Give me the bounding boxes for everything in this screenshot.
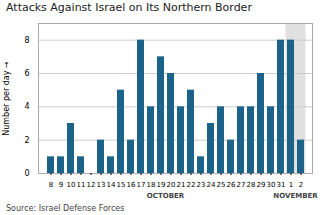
svg-text:2: 2 bbox=[24, 136, 29, 145]
html-text:Attacks Against Israel on Its: Attacks Against Israel on Its Northern B… bbox=[6, 1, 252, 14]
svg-text:25: 25 bbox=[217, 181, 226, 189]
svg-text:16: 16 bbox=[127, 181, 136, 189]
svg-text:8: 8 bbox=[49, 181, 53, 189]
svg-text:Number per day →: Number per day → bbox=[2, 61, 11, 136]
svg-text:2: 2 bbox=[299, 181, 303, 189]
svg-text:4: 4 bbox=[24, 102, 29, 111]
svg-text:21: 21 bbox=[177, 181, 186, 189]
svg-text:12: 12 bbox=[87, 181, 96, 189]
svg-text:31: 31 bbox=[277, 181, 286, 189]
svg-text:1: 1 bbox=[289, 181, 293, 189]
svg-text:6: 6 bbox=[24, 69, 29, 78]
svg-text:8: 8 bbox=[24, 36, 29, 45]
svg-text:13: 13 bbox=[97, 181, 106, 189]
svg-text:30: 30 bbox=[267, 181, 276, 189]
svg-text:27: 27 bbox=[237, 181, 246, 189]
svg-text:10: 10 bbox=[67, 181, 76, 189]
svg-text:26: 26 bbox=[227, 181, 236, 189]
svg-text:14: 14 bbox=[107, 181, 116, 189]
svg-text:28: 28 bbox=[247, 181, 256, 189]
svg-text:NOVEMBER: NOVEMBER bbox=[273, 192, 318, 200]
svg-text:17: 17 bbox=[137, 181, 146, 189]
svg-text:23: 23 bbox=[197, 181, 206, 189]
svg-text:22: 22 bbox=[187, 181, 196, 189]
svg-text:24: 24 bbox=[207, 181, 216, 189]
svg-text:0: 0 bbox=[24, 169, 29, 178]
svg-text:15: 15 bbox=[117, 181, 126, 189]
svg-text:11: 11 bbox=[77, 181, 86, 189]
svg-text:OCTOBER: OCTOBER bbox=[147, 192, 185, 200]
svg-text:29: 29 bbox=[257, 181, 266, 189]
svg-text:20: 20 bbox=[167, 181, 176, 189]
html-text:Source: Israel Defense Forces: Source: Israel Defense Forces bbox=[6, 204, 125, 213]
svg-text:18: 18 bbox=[147, 181, 156, 189]
svg-text:9: 9 bbox=[59, 181, 63, 189]
svg-text:19: 19 bbox=[157, 181, 166, 189]
